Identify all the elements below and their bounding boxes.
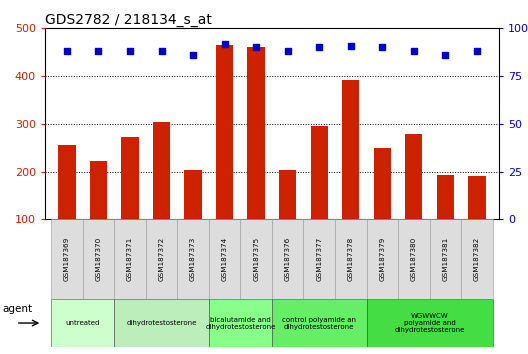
Text: GSM187376: GSM187376 [285,237,291,281]
Point [473,48,481,54]
Bar [121,137,139,219]
Text: untreated: untreated [65,320,100,326]
Point [252,45,260,50]
Point [284,48,292,54]
Text: GSM187382: GSM187382 [474,237,480,281]
Text: GSM187371: GSM187371 [127,237,133,281]
Bar [366,299,493,347]
Bar [153,121,170,219]
Bar [374,148,391,219]
Bar [58,145,76,219]
Bar [216,45,233,219]
Text: agent: agent [3,304,33,314]
Text: GSM187372: GSM187372 [158,237,165,281]
Bar [405,135,422,219]
Text: GSM187379: GSM187379 [379,237,385,281]
Point [63,48,71,54]
Point [220,41,229,46]
Point [441,52,449,58]
Bar [146,219,177,299]
Text: GSM187375: GSM187375 [253,237,259,281]
Bar [51,299,114,347]
Point [315,45,324,50]
Bar [398,219,430,299]
Text: GSM187370: GSM187370 [96,237,101,281]
Bar [366,219,398,299]
Bar [430,219,461,299]
Bar [272,219,304,299]
Point [410,48,418,54]
Text: control polyamide an
dihydrotestosterone: control polyamide an dihydrotestosterone [282,316,356,330]
Bar [468,176,486,219]
Bar [209,299,272,347]
Bar [209,219,240,299]
Text: dihydrotestosterone: dihydrotestosterone [126,320,197,326]
Bar [240,219,272,299]
Text: GSM187374: GSM187374 [222,237,228,281]
Bar [114,219,146,299]
Bar [310,126,328,219]
Point [126,48,134,54]
Bar [83,219,114,299]
Text: GDS2782 / 218134_s_at: GDS2782 / 218134_s_at [45,13,212,27]
Bar [51,219,83,299]
Point [95,48,103,54]
Text: GSM187369: GSM187369 [64,237,70,281]
Point [346,43,355,48]
Text: GSM187377: GSM187377 [316,237,322,281]
Bar [184,170,202,219]
Bar [335,219,366,299]
Bar [90,161,107,219]
Text: bicalutamide and
dihydrotestosterone: bicalutamide and dihydrotestosterone [205,316,276,330]
Bar [304,219,335,299]
Bar [177,219,209,299]
Bar [437,175,454,219]
Text: GSM187381: GSM187381 [442,237,448,281]
Text: WGWWCW
polyamide and
dihydrotestosterone: WGWWCW polyamide and dihydrotestosterone [394,313,465,333]
Bar [248,47,265,219]
Text: GSM187378: GSM187378 [348,237,354,281]
Bar [114,299,209,347]
Bar [461,219,493,299]
Bar [342,80,360,219]
Point [189,52,197,58]
Text: GSM187373: GSM187373 [190,237,196,281]
Text: GSM187380: GSM187380 [411,237,417,281]
Bar [279,170,296,219]
Point [378,45,386,50]
Bar [272,299,366,347]
Point [157,48,166,54]
